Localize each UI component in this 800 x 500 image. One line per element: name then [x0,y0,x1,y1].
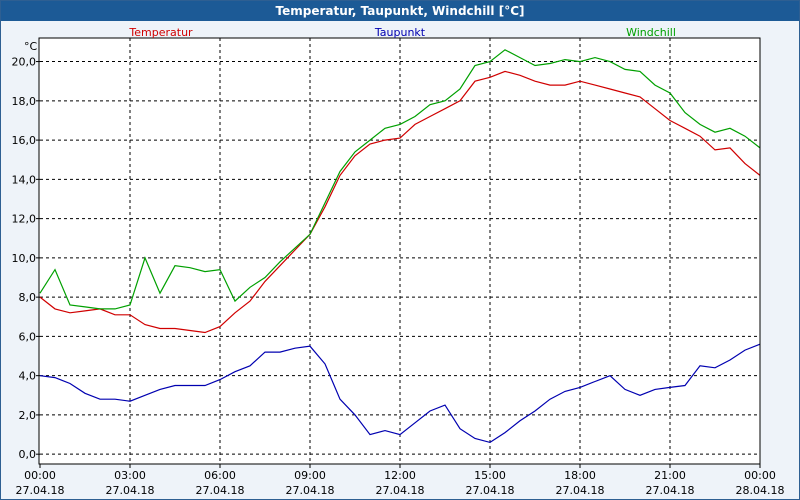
x-tick-time: 09:00 [294,469,326,482]
series-lines [39,49,761,444]
y-tick-label: 8,0 [19,291,37,304]
y-tick-label: 12,0 [12,213,37,226]
x-axis: 00:00 27.04.18 03:00 27.04.18 06:00 27.04.18 0… [16,464,785,497]
x-tick-time: 21:00 [654,469,686,482]
x-tick-date: 27.04.18 [466,484,515,497]
x-tick-time: 06:00 [204,469,236,482]
x-tick-time: 18:00 [564,469,596,482]
grid [40,38,760,464]
window-title: Temperatur, Taupunkt, Windchill [°C] [1,1,799,21]
x-tick-time: 00:00 [744,469,776,482]
legend-windchill: Windchill [626,26,676,39]
y-tick-label: 0,0 [19,448,37,461]
x-tick-time: 12:00 [384,469,416,482]
x-tick-date: 27.04.18 [16,484,65,497]
legend-taupunkt: Taupunkt [374,26,426,39]
legend: Temperatur Taupunkt Windchill [128,26,676,39]
series-taupunkt-line [39,343,761,444]
x-tick-time: 00:00 [24,469,56,482]
x-tick-time: 15:00 [474,469,506,482]
y-axis: 0,0 2,0 4,0 6,0 8,0 10,0 12,0 14,0 16,0 18,0 20,0 [12,56,40,461]
series-windchill-line [39,49,761,310]
y-axis-unit: °C [24,40,38,53]
y-tick-label: 16,0 [12,134,37,147]
series-temperatur-line [39,70,761,334]
x-tick-date: 27.04.18 [106,484,155,497]
x-tick-time: 03:00 [114,469,146,482]
legend-temperatur: Temperatur [128,26,193,39]
y-tick-label: 6,0 [19,330,37,343]
x-tick-date: 28.04.18 [736,484,785,497]
y-tick-label: 4,0 [19,370,37,383]
x-tick-date: 27.04.18 [376,484,425,497]
y-tick-label: 10,0 [12,252,37,265]
y-tick-label: 14,0 [12,173,37,186]
y-tick-label: 2,0 [19,409,37,422]
x-tick-date: 27.04.18 [646,484,695,497]
y-tick-label: 18,0 [12,95,37,108]
y-tick-label: 20,0 [12,56,37,69]
x-tick-date: 27.04.18 [286,484,335,497]
x-tick-date: 27.04.18 [196,484,245,497]
x-tick-date: 27.04.18 [556,484,605,497]
